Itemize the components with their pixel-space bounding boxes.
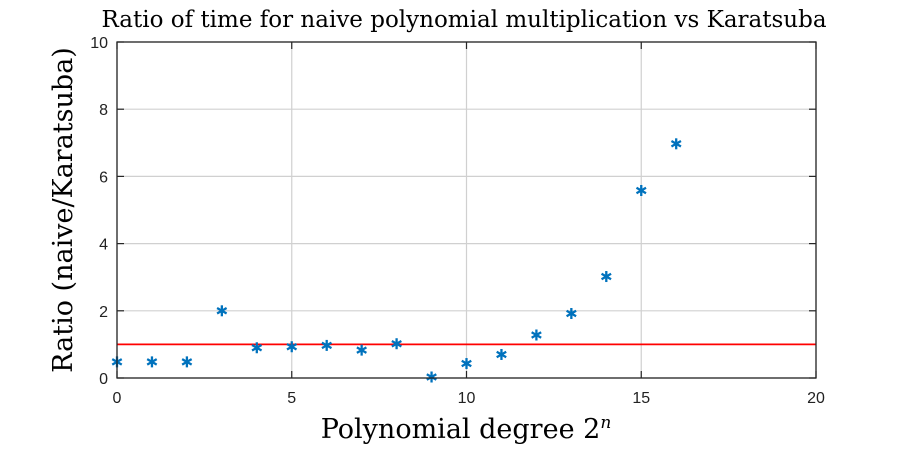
x-axis-label: Polynomial degree 2n <box>321 413 612 445</box>
data-point <box>566 307 577 319</box>
y-axis-label: Ratio (naive/Karatsuba) <box>48 47 79 373</box>
chart-title: Ratio of time for naive polynomial multi… <box>101 7 826 33</box>
data-point <box>321 339 333 351</box>
axis-ticks <box>116 41 817 379</box>
data-point <box>670 138 682 150</box>
x-axis-label-text: Polynomial degree 2 <box>321 414 601 445</box>
y-tick-label: 0 <box>99 371 108 388</box>
data-point <box>426 371 437 383</box>
y-tick-labels: 0 2 4 6 8 10 <box>90 35 108 388</box>
x-tick-label: 20 <box>807 390 825 407</box>
y-tick-label: 10 <box>90 35 108 52</box>
data-point <box>635 185 647 197</box>
data-points <box>111 138 682 383</box>
x-axis-label-superscript: n <box>600 413 611 433</box>
grid-lines <box>116 41 817 379</box>
data-point <box>286 341 298 353</box>
data-point <box>496 348 507 360</box>
x-tick-labels: 0 5 10 15 20 <box>113 390 825 407</box>
data-point <box>146 356 158 368</box>
data-point <box>181 356 193 368</box>
data-point <box>391 338 402 350</box>
data-point <box>461 358 472 370</box>
x-tick-label: 5 <box>287 390 296 407</box>
x-tick-label: 0 <box>113 390 122 407</box>
data-point <box>216 305 228 317</box>
y-tick-label: 2 <box>99 304 108 321</box>
y-tick-label: 6 <box>99 169 108 186</box>
data-point <box>600 271 612 283</box>
x-tick-label: 15 <box>632 390 650 407</box>
y-tick-label: 4 <box>99 237 108 254</box>
data-point <box>251 342 263 354</box>
x-tick-label: 10 <box>458 390 476 407</box>
data-point <box>531 329 542 341</box>
data-point <box>356 344 367 356</box>
y-tick-label: 8 <box>99 102 108 119</box>
